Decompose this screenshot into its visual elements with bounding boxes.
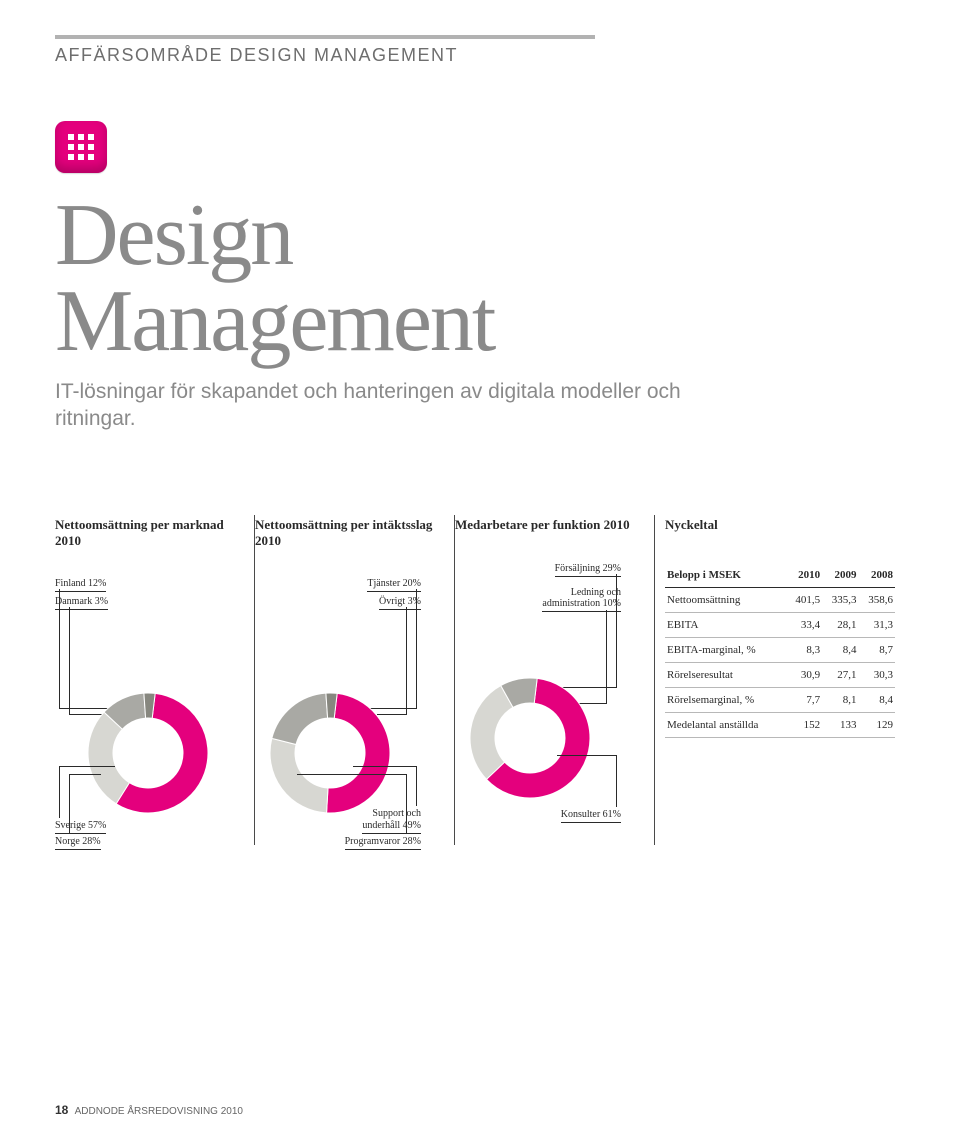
label-finland: Finland 12%: [55, 578, 106, 592]
kpi-cell: 8,4: [822, 637, 858, 662]
chart-marknad-title: Nettoomsättning per marknad 2010: [55, 517, 245, 548]
kpi-year-2: 2008: [859, 565, 895, 588]
kpi-cell: 129: [859, 712, 895, 737]
label-danmark: Danmark 3%: [55, 596, 108, 610]
label-konsulter: Konsulter 61%: [561, 809, 621, 823]
label-support: Support ochunderhåll 49%: [362, 808, 421, 834]
table-row: Rörelsemarginal, %7,78,18,4: [665, 687, 895, 712]
kpi-row-label: Rörelsemarginal, %: [665, 687, 786, 712]
donut-intaktsslag: Tjänster 20% Övrigt 3% Support ochunderh…: [255, 578, 425, 838]
chart-funktion-title: Medarbetare per funktion 2010: [455, 517, 645, 533]
footer: 18 ADDNODE ÅRSREDOVISNING 2010: [55, 1103, 243, 1117]
kpi-row-label: EBITA: [665, 612, 786, 637]
kpi-cell: 30,9: [786, 662, 822, 687]
kpi-row-label: Medelantal anställda: [665, 712, 786, 737]
page-title: Design Management: [55, 193, 905, 365]
donut-marknad: Finland 12% Danmark 3% Sverige 57% Norge…: [55, 578, 225, 838]
label-ledning: Ledning ochadministration 10%: [542, 587, 621, 612]
kpi-cell: 358,6: [859, 587, 895, 612]
donut-funktion-svg: [465, 673, 595, 803]
title-line2: Management: [55, 273, 494, 370]
table-row: Medelantal anställda152133129: [665, 712, 895, 737]
header-rule: [55, 35, 595, 39]
donut-intaktsslag-svg: [265, 688, 395, 818]
kpi-row-label: EBITA-marginal, %: [665, 637, 786, 662]
kpi-cell: 401,5: [786, 587, 822, 612]
label-sverige: Sverige 57%: [55, 820, 106, 834]
kpi-cell: 8,4: [859, 687, 895, 712]
kpi-cell: 28,1: [822, 612, 858, 637]
table-row: Nettoomsättning401,5335,3358,6: [665, 587, 895, 612]
title-line1: Design: [55, 187, 292, 284]
donut-marknad-svg: [83, 688, 213, 818]
chart-intaktsslag-title: Nettoomsättning per intäktsslag 2010: [255, 517, 445, 548]
kpi-cell: 30,3: [859, 662, 895, 687]
kpi-row-label: Rörelseresultat: [665, 662, 786, 687]
table-row: Rörelseresultat30,927,130,3: [665, 662, 895, 687]
kpi-cell: 335,3: [822, 587, 858, 612]
label-forsaljning: Försäljning 29%: [555, 563, 621, 577]
kpi-cell: 33,4: [786, 612, 822, 637]
charts-row: Nettoomsättning per marknad 2010 Finland…: [55, 517, 905, 838]
section-label: AFFÄRSOMRÅDE DESIGN MANAGEMENT: [55, 45, 905, 66]
kpi-cell: 8,7: [859, 637, 895, 662]
kpi-cell: 8,3: [786, 637, 822, 662]
kpi-cell: 31,3: [859, 612, 895, 637]
kpi-body: Nettoomsättning401,5335,3358,6EBITA33,42…: [665, 587, 895, 737]
nyckeltal-col: Nyckeltal Belopp i MSEK 2010 2009 2008 N…: [655, 517, 905, 838]
kpi-header-label: Belopp i MSEK: [665, 565, 786, 588]
chart-marknad: Nettoomsättning per marknad 2010 Finland…: [55, 517, 255, 838]
page-subtitle: IT-lösningar för skapandet och hantering…: [55, 379, 705, 432]
nyckeltal-table: Belopp i MSEK 2010 2009 2008 Nettoomsätt…: [665, 565, 895, 738]
kpi-cell: 27,1: [822, 662, 858, 687]
label-norge: Norge 28%: [55, 836, 101, 850]
chart-intaktsslag: Nettoomsättning per intäktsslag 2010 Tjä…: [255, 517, 455, 838]
page-number: 18: [55, 1103, 68, 1117]
kpi-row-label: Nettoomsättning: [665, 587, 786, 612]
table-row: EBITA33,428,131,3: [665, 612, 895, 637]
kpi-cell: 133: [822, 712, 858, 737]
label-tjanster: Tjänster 20%: [367, 578, 421, 592]
table-row: EBITA-marginal, %8,38,48,7: [665, 637, 895, 662]
footer-text: ADDNODE ÅRSREDOVISNING 2010: [75, 1106, 243, 1117]
donut-funktion: Försäljning 29% Ledning ochadministratio…: [455, 563, 625, 823]
chart-funktion: Medarbetare per funktion 2010 Försäljnin…: [455, 517, 655, 838]
kpi-cell: 7,7: [786, 687, 822, 712]
grid-icon: [55, 121, 107, 173]
label-ovrigt: Övrigt 3%: [379, 596, 421, 610]
kpi-year-0: 2010: [786, 565, 822, 588]
kpi-cell: 152: [786, 712, 822, 737]
nyckeltal-title: Nyckeltal: [665, 517, 895, 533]
label-programvaror: Programvaror 28%: [345, 836, 421, 850]
kpi-year-1: 2009: [822, 565, 858, 588]
kpi-cell: 8,1: [822, 687, 858, 712]
